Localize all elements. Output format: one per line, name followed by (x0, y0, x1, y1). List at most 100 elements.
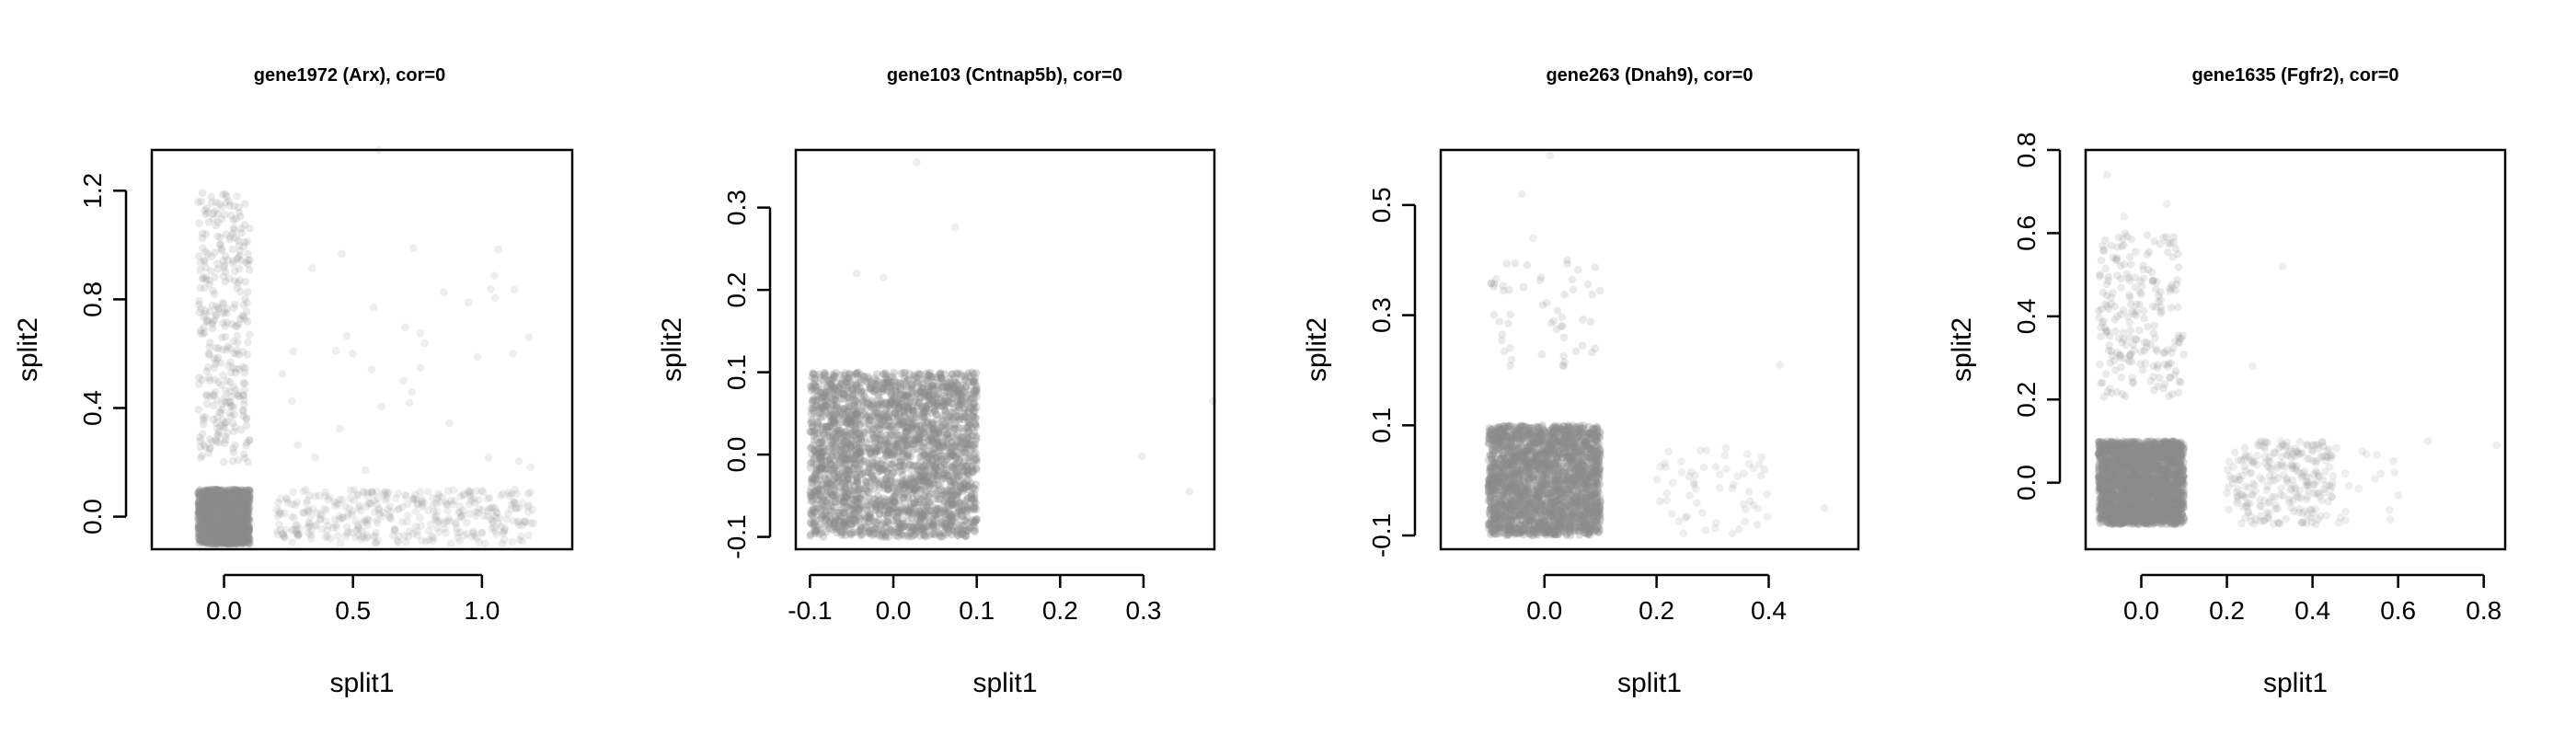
data-point (918, 477, 927, 486)
data-point (224, 488, 232, 496)
data-point (213, 521, 223, 530)
data-point (216, 517, 224, 526)
data-point (225, 201, 235, 210)
data-point (238, 522, 247, 531)
data-point (225, 504, 234, 513)
data-point (216, 516, 224, 524)
data-point (845, 415, 854, 423)
data-point (811, 386, 819, 396)
data-point (226, 496, 236, 505)
data-point (234, 525, 242, 534)
data-point (194, 405, 202, 414)
data-point (224, 256, 232, 265)
data-point (940, 469, 949, 477)
data-point (225, 534, 235, 542)
y-tick-label: -0.1 (722, 514, 751, 558)
data-point (441, 524, 449, 533)
data-point (222, 506, 230, 514)
data-point (239, 520, 247, 529)
data-point (230, 529, 239, 537)
data-point (221, 501, 230, 510)
data-point (201, 525, 211, 534)
data-point (199, 532, 207, 541)
data-point (948, 370, 956, 378)
data-point (500, 527, 508, 535)
data-point (220, 526, 228, 535)
data-point (229, 507, 237, 515)
data-point (222, 508, 230, 517)
data-point (823, 521, 833, 529)
data-point (224, 516, 234, 525)
data-point (913, 492, 922, 501)
data-point (236, 523, 246, 532)
data-point (215, 507, 224, 516)
data-point (440, 288, 448, 296)
data-point (224, 505, 232, 513)
data-point (194, 515, 202, 523)
data-point (205, 376, 214, 385)
data-point (836, 527, 845, 536)
data-point (197, 500, 206, 509)
data-point (219, 507, 227, 516)
data-point (228, 538, 237, 546)
data-point (289, 488, 298, 497)
data-point (241, 501, 249, 511)
data-point (231, 499, 240, 507)
data-point (291, 500, 300, 510)
data-point (225, 344, 235, 352)
data-point (232, 530, 241, 538)
data-point (220, 507, 228, 516)
data-point (203, 491, 212, 500)
data-point (817, 529, 826, 537)
data-point (968, 443, 977, 452)
data-point (219, 512, 227, 522)
data-point (215, 527, 224, 536)
data-point (217, 500, 226, 509)
data-point (224, 499, 234, 507)
data-point (886, 423, 895, 431)
data-point (216, 510, 224, 518)
data-point (209, 530, 217, 539)
data-point (232, 519, 240, 528)
data-point (293, 521, 302, 530)
data-point (206, 500, 214, 510)
data-point (224, 526, 233, 535)
data-point (214, 489, 223, 498)
data-point (287, 397, 296, 406)
data-point (217, 503, 226, 512)
data-point (207, 519, 215, 528)
data-point (195, 498, 203, 506)
data-point (224, 504, 233, 513)
data-point (223, 502, 232, 511)
data-point (235, 351, 244, 359)
data-point (238, 497, 247, 506)
x-tick-label: 1.0 (464, 596, 500, 625)
data-point (216, 506, 224, 514)
data-point (245, 524, 254, 534)
data-point (224, 500, 233, 509)
data-point (924, 454, 932, 463)
data-point (218, 520, 226, 529)
data-point (234, 527, 242, 536)
data-point (220, 497, 228, 506)
data-point (969, 522, 978, 530)
x-tick-label: 0.0 (876, 596, 912, 625)
data-point (822, 397, 830, 405)
data-point (236, 247, 245, 256)
data-point (522, 518, 530, 526)
data-point (210, 512, 218, 521)
x-tick-label: 0.3 (1125, 596, 1161, 625)
data-point (226, 499, 235, 508)
data-point (228, 515, 237, 523)
data-point (215, 200, 224, 209)
data-point (195, 433, 204, 442)
data-point (243, 501, 251, 510)
y-tick-label: 1.2 (78, 173, 107, 209)
data-point (490, 293, 500, 302)
data-point (918, 435, 927, 443)
data-point (229, 515, 237, 524)
data-point (214, 492, 223, 500)
data-point (231, 532, 240, 540)
data-point (893, 378, 903, 387)
